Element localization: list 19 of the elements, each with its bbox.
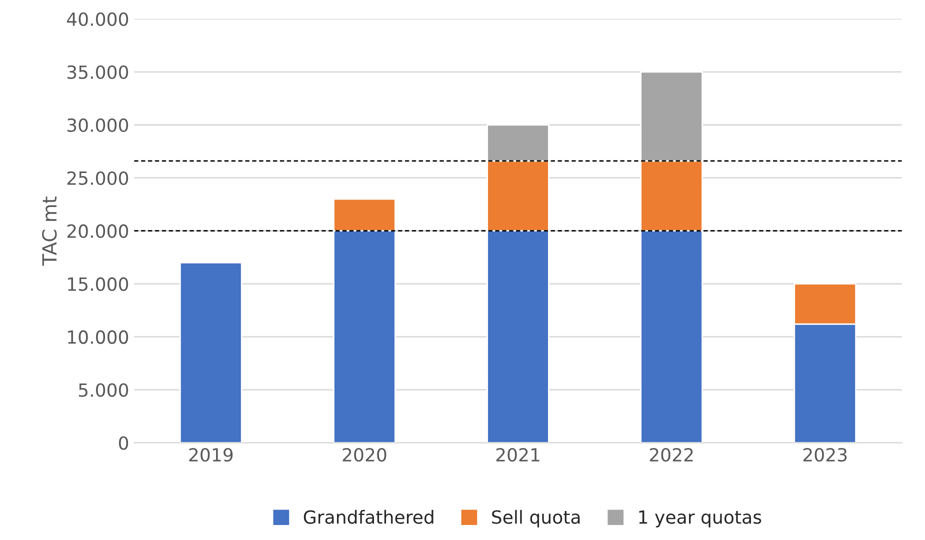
y-tick-label: 10.000 <box>68 330 128 344</box>
y-tick-label: 35.000 <box>67 65 128 80</box>
y-axis-title: TAC mt <box>42 196 57 266</box>
legend-label: 1 year quotas <box>639 510 762 528</box>
x-tick-label: 2023 <box>803 448 847 462</box>
legend-label: Sell quota <box>492 510 580 528</box>
y-tick-label: 20.000 <box>67 224 128 238</box>
legend-label: Grandfathered <box>304 510 434 524</box>
y-tick-label: 40.000 <box>66 12 128 26</box>
bar <box>179 262 242 443</box>
x-tick-label: 2022 <box>650 448 693 462</box>
x-tick-label: 2020 <box>342 448 386 462</box>
y-tick-label: 25.000 <box>67 171 128 185</box>
y-tick-label: 30.000 <box>67 118 128 132</box>
x-tick-label: 2019 <box>189 448 233 462</box>
y-tick-label: 5.000 <box>78 383 128 397</box>
x-tick-label: 2021 <box>496 448 540 462</box>
y-tick-label: 0 <box>118 436 128 450</box>
y-tick-label: 15.000 <box>68 277 128 291</box>
